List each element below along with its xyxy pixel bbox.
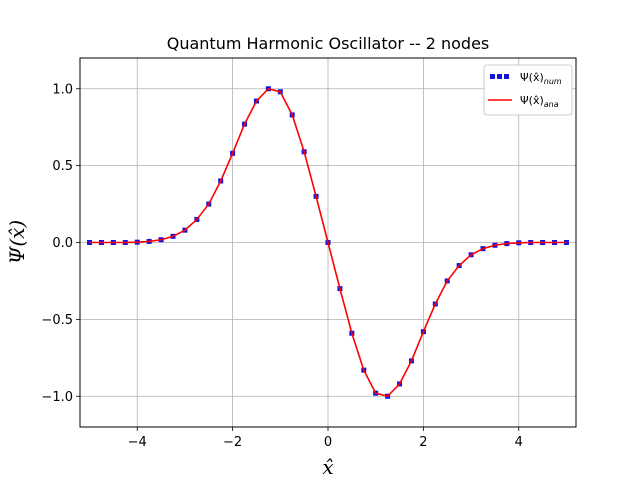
data-point-num [87, 240, 93, 245]
x-axis-label: x̂ [322, 455, 333, 479]
y-axis-label: Ψ(x̂) [5, 220, 29, 264]
y-tick-label: 0.5 [52, 159, 73, 174]
legend-marker [504, 74, 509, 79]
legend-marker [490, 74, 495, 79]
x-tick-label: 4 [515, 435, 523, 450]
chart-title: Quantum Harmonic Oscillator -- 2 nodes [167, 34, 490, 53]
series-ana [89, 87, 567, 398]
y-tick-label: 1.0 [52, 82, 73, 97]
legend-marker [497, 74, 502, 79]
series-line-ana [89, 87, 567, 398]
x-tick-label: −2 [223, 435, 242, 450]
y-tick-label: −1.0 [41, 390, 73, 405]
y-ticks: −1.0 −0.5 0.0 0.5 1.0 [41, 82, 80, 405]
x-tick-label: 0 [324, 435, 332, 450]
x-ticks: −4 −2 0 2 4 [128, 427, 523, 450]
x-tick-label: 2 [419, 435, 427, 450]
y-tick-label: −0.5 [41, 313, 73, 328]
series-layer [87, 86, 569, 399]
y-tick-label: 0.0 [52, 236, 73, 251]
data-point-num [563, 240, 569, 245]
x-tick-label: −4 [128, 435, 147, 450]
